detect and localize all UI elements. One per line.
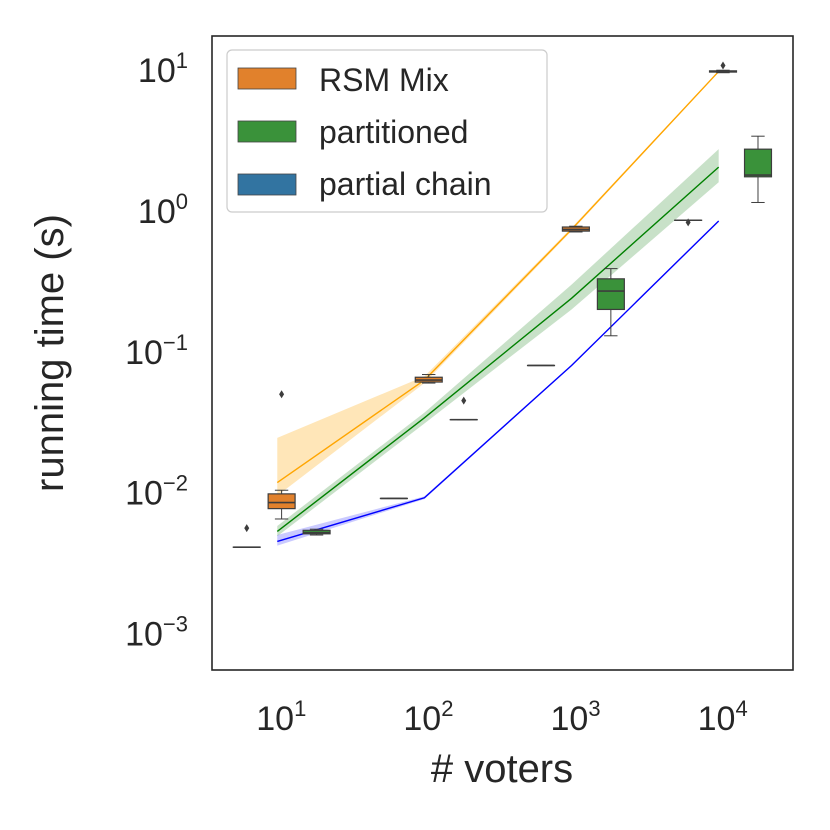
line-partitioned xyxy=(276,166,720,533)
legend-label-partitioned: partitioned xyxy=(319,114,468,150)
line-partial-chain xyxy=(277,220,720,543)
y-axis-label: running time (s) xyxy=(28,214,72,492)
x-tick-label-3: 104 xyxy=(698,696,748,738)
band-partial-chain xyxy=(277,220,719,546)
box-partial-chain-9 xyxy=(674,218,703,227)
box-body xyxy=(743,148,773,178)
box-body xyxy=(596,278,625,311)
y-tick-label-1: 10−2 xyxy=(125,471,188,513)
y-tick-label-3: 100 xyxy=(138,189,188,231)
x-tick-label-2: 103 xyxy=(551,696,601,738)
box-flier xyxy=(720,61,726,70)
x-axis-label: # voters xyxy=(431,747,573,791)
x-tick-label-1: 102 xyxy=(403,696,453,738)
legend-swatch-rsm-mix xyxy=(237,67,297,90)
box-body xyxy=(267,493,296,510)
boxplots xyxy=(232,61,773,548)
legend-label-partial-chain: partial chain xyxy=(319,166,492,202)
box-flier xyxy=(685,218,691,227)
box-rsm-mix-7 xyxy=(561,225,590,233)
x-tick-label-0: 101 xyxy=(256,696,306,738)
plot-frame xyxy=(211,35,794,671)
box-partitioned-5 xyxy=(449,396,478,421)
box-flier xyxy=(279,390,285,399)
box-rsm-mix-10 xyxy=(708,61,738,74)
box-flier xyxy=(461,396,467,405)
legend-label-rsm-mix: RSM Mix xyxy=(319,62,449,98)
box-partitioned-11 xyxy=(743,135,773,203)
legend-box xyxy=(226,49,548,213)
box-rsm-mix-1 xyxy=(267,390,296,520)
line-rsm-mix xyxy=(276,70,720,484)
box-flier xyxy=(244,524,250,533)
legend-swatch-partial-chain xyxy=(237,173,297,196)
trend-lines xyxy=(276,70,720,543)
y-tick-labels: 10−3 10−2 10−1 100 101 xyxy=(125,48,188,653)
box-rsm-mix-4 xyxy=(414,374,443,384)
y-tick-label-4: 101 xyxy=(138,48,188,90)
x-tick-labels: 101 102 103 104 xyxy=(256,696,747,738)
y-tick-label-2: 10−1 xyxy=(125,330,188,372)
legend-swatch-partitioned xyxy=(237,120,297,143)
legend: RSM Mix partitioned partial chain xyxy=(226,49,548,213)
box-partitioned-8 xyxy=(596,268,625,337)
y-tick-label-0: 10−3 xyxy=(125,611,188,653)
box-partial-chain-0 xyxy=(232,524,261,548)
band-rsm-mix xyxy=(277,70,719,496)
box-partitioned-2 xyxy=(302,528,331,536)
